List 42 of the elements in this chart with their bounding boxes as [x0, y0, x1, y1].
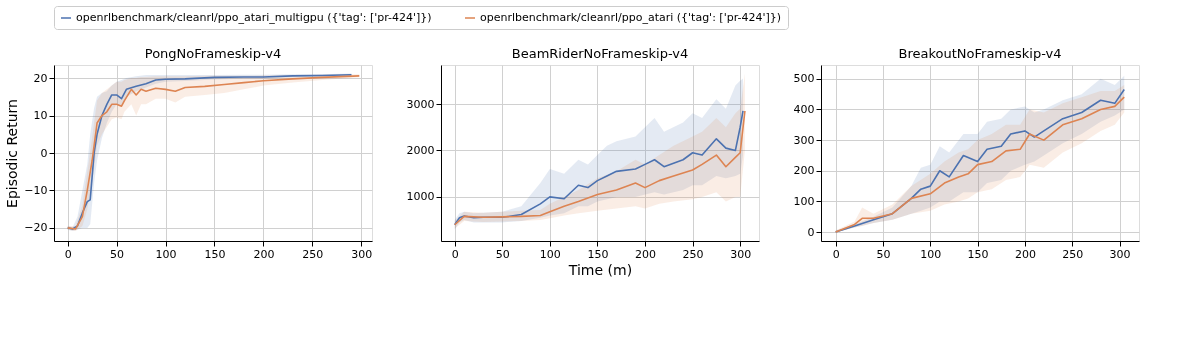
x-tick-label: 150 [587, 247, 609, 261]
x-tick-label: 200 [635, 247, 657, 261]
x-tick-label: 50 [876, 247, 891, 261]
y-tick-label: 100 [793, 194, 815, 208]
chart-title: BeamRiderNoFrameskip-v4 [511, 46, 689, 61]
x-axis-title: Time (m) [567, 261, 633, 278]
y-axis-title: Episodic Return [4, 99, 21, 208]
y-tick-label: 1000 [406, 190, 435, 204]
x-tick-label: 0 [832, 247, 840, 261]
y-tick-label: 20 [33, 71, 48, 85]
x-tick-label: 300 [351, 247, 373, 261]
y-tick-label: 3000 [406, 97, 435, 111]
y-tick-label: 400 [793, 102, 815, 116]
x-tick-label: 50 [495, 247, 510, 261]
legend-label: openrlbenchmark/cleanrl/ppo_atari_multigpu ({'tag': ['pr-424']}) [76, 11, 432, 24]
y-tick-label: 300 [793, 133, 815, 147]
chart-title: PongNoFrameskip-v4 [144, 46, 282, 61]
x-tick-label: 300 [1109, 247, 1131, 261]
x-tick-label: 250 [302, 247, 324, 261]
x-tick-label: 200 [253, 247, 275, 261]
y-tick-label: 0 [40, 146, 48, 160]
x-tick-label: 0 [451, 247, 459, 261]
y-tick-label: −20 [24, 221, 48, 235]
x-tick-label: 100 [920, 247, 942, 261]
x-tick-label: 200 [1014, 247, 1036, 261]
y-tick-label: 200 [793, 164, 815, 178]
y-tick-label: 500 [793, 72, 815, 86]
chart-title: BreakoutNoFrameskip-v4 [898, 46, 1062, 61]
x-tick-label: 250 [1062, 247, 1084, 261]
x-tick-label: 100 [539, 247, 561, 261]
x-tick-label: 300 [730, 247, 752, 261]
y-tick-label: −10 [24, 183, 48, 197]
y-tick-label: 0 [807, 225, 815, 239]
x-tick-label: 150 [967, 247, 989, 261]
x-tick-label: 100 [155, 247, 177, 261]
legend-label: openrlbenchmark/cleanrl/ppo_atari ({'tag': ['pr-424']}) [480, 11, 782, 24]
y-tick-label: 2000 [406, 143, 435, 157]
x-tick-label: 150 [204, 247, 226, 261]
x-tick-label: 250 [682, 247, 704, 261]
y-tick-label: 10 [33, 109, 48, 123]
x-tick-label: 0 [64, 247, 72, 261]
x-tick-label: 50 [110, 247, 125, 261]
